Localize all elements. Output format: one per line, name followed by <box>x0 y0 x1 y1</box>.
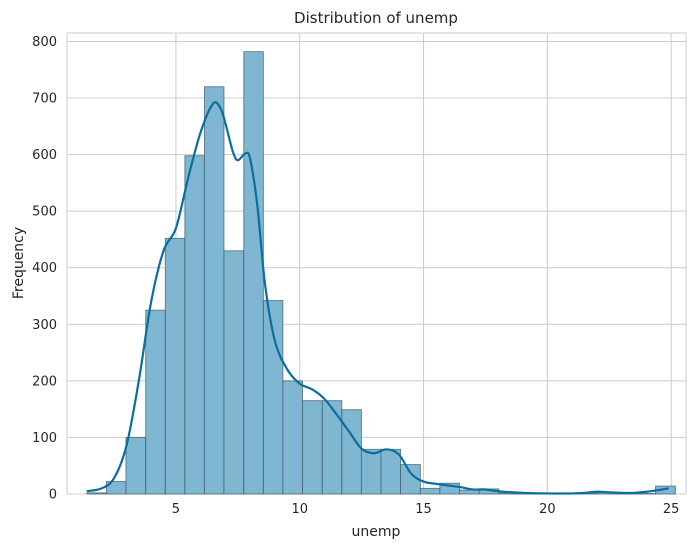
x-axis-label: unemp <box>352 524 401 540</box>
histogram-bar <box>360 448 382 495</box>
y-tick-label: 300 <box>32 318 57 333</box>
x-tick-label: 25 <box>663 502 680 517</box>
histogram-bar <box>341 409 362 495</box>
y-tick-label: 0 <box>49 488 57 503</box>
y-tick-labels: 0 100 200 300 400 500 600 700 800 <box>32 35 57 503</box>
histogram-bar <box>164 237 186 495</box>
histogram-bar <box>203 86 225 495</box>
kde-curve <box>86 101 669 495</box>
y-tick-label: 400 <box>32 261 57 276</box>
histogram-bar <box>380 448 401 495</box>
histogram-bar <box>223 250 245 495</box>
histogram-bar <box>184 155 205 495</box>
histogram-bar <box>302 400 323 495</box>
histogram-bar <box>243 51 264 495</box>
histogram-bar <box>282 380 303 495</box>
y-tick-label: 700 <box>32 92 57 107</box>
histogram-bar <box>125 436 147 495</box>
y-axis-label: Frequency <box>11 227 27 299</box>
x-tick-label: 10 <box>291 502 308 517</box>
y-tick-label: 600 <box>32 148 57 163</box>
x-tick-label: 5 <box>172 502 180 517</box>
x-tick-label: 20 <box>539 502 556 517</box>
histogram-bar <box>145 309 166 495</box>
histogram-bar <box>419 487 441 495</box>
y-tick-label: 500 <box>32 205 57 220</box>
histogram-bar <box>86 492 107 495</box>
x-tick-label: 15 <box>415 502 432 517</box>
x-tick-labels: 5 10 15 20 25 <box>172 502 680 517</box>
histogram-bar <box>321 400 343 495</box>
histogram-bar <box>439 482 460 495</box>
y-tick-label: 100 <box>32 431 57 446</box>
y-tick-label: 200 <box>32 374 57 389</box>
chart-title: Distribution of unemp <box>294 9 458 27</box>
y-tick-label: 800 <box>32 35 57 50</box>
